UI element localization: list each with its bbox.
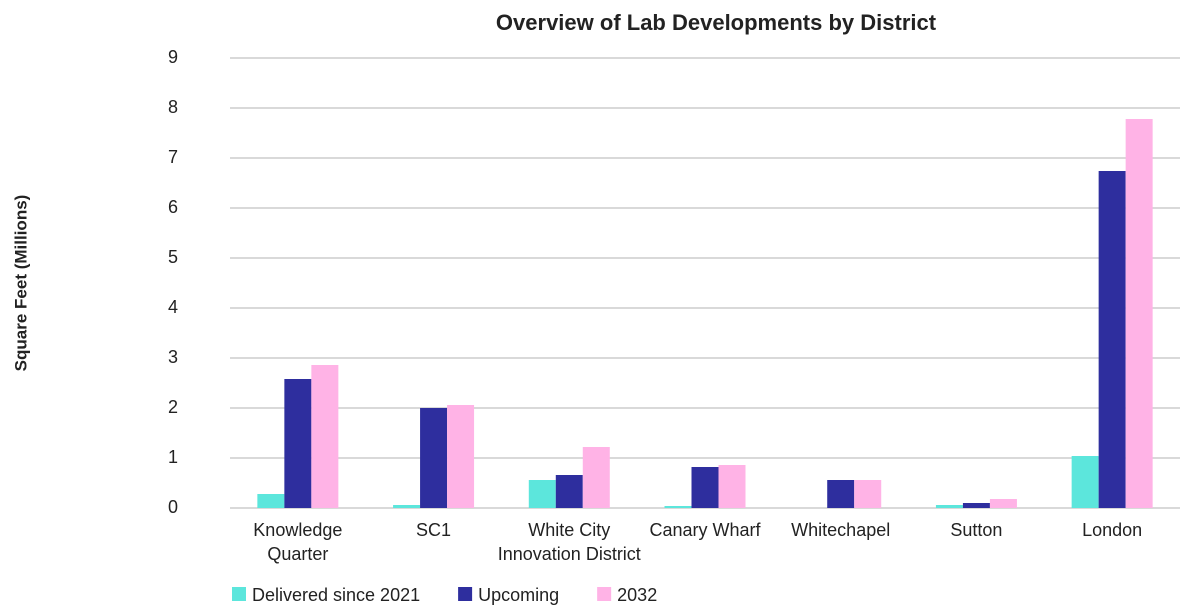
bar	[718, 465, 746, 508]
bar	[1098, 171, 1126, 508]
y-axis-title: Square Feet (Millions)	[11, 195, 30, 372]
bar	[393, 505, 421, 508]
y-tick-label: 8	[168, 97, 178, 117]
y-tick-label: 5	[168, 247, 178, 267]
bar	[582, 447, 610, 508]
bar	[827, 480, 855, 508]
legend-label: Delivered since 2021	[252, 585, 420, 605]
bar	[691, 467, 719, 508]
legend-label: 2032	[617, 585, 657, 605]
y-tick-label: 4	[168, 297, 178, 317]
legend-swatch	[458, 587, 473, 601]
y-tick-label: 2	[168, 397, 178, 417]
bar	[555, 475, 583, 508]
bar	[257, 494, 285, 508]
bar	[447, 405, 475, 508]
bar	[935, 505, 963, 508]
bar	[1071, 456, 1099, 508]
y-tick-label: 1	[168, 447, 178, 467]
x-tick-label: Sutton	[950, 520, 1003, 540]
x-tick-label: White City Innovation District	[497, 520, 641, 564]
legend-swatch	[232, 587, 246, 601]
bar	[311, 365, 339, 508]
y-tick-label: 6	[168, 197, 178, 217]
bar	[528, 480, 556, 508]
bar	[989, 499, 1017, 508]
x-tick-label: Knowledge Quarter	[253, 520, 343, 564]
bar	[420, 408, 448, 508]
bar	[1125, 119, 1153, 508]
y-tick-label: 0	[168, 497, 178, 517]
legend-label: Upcoming	[478, 585, 559, 605]
x-tick-label: Canary Wharf	[649, 520, 761, 540]
bar	[962, 503, 990, 508]
bar	[854, 480, 882, 508]
y-tick-label: 7	[168, 147, 178, 167]
y-tick-label: 9	[168, 47, 178, 67]
x-tick-label: London	[1082, 520, 1143, 540]
bar	[664, 506, 692, 508]
x-tick-label: Whitechapel	[791, 520, 891, 540]
chart-title: Overview of Lab Developments by District	[496, 10, 937, 35]
legend-swatch	[597, 587, 612, 601]
y-tick-label: 3	[168, 347, 178, 367]
bar	[284, 379, 312, 508]
x-tick-label: SC1	[416, 520, 452, 540]
